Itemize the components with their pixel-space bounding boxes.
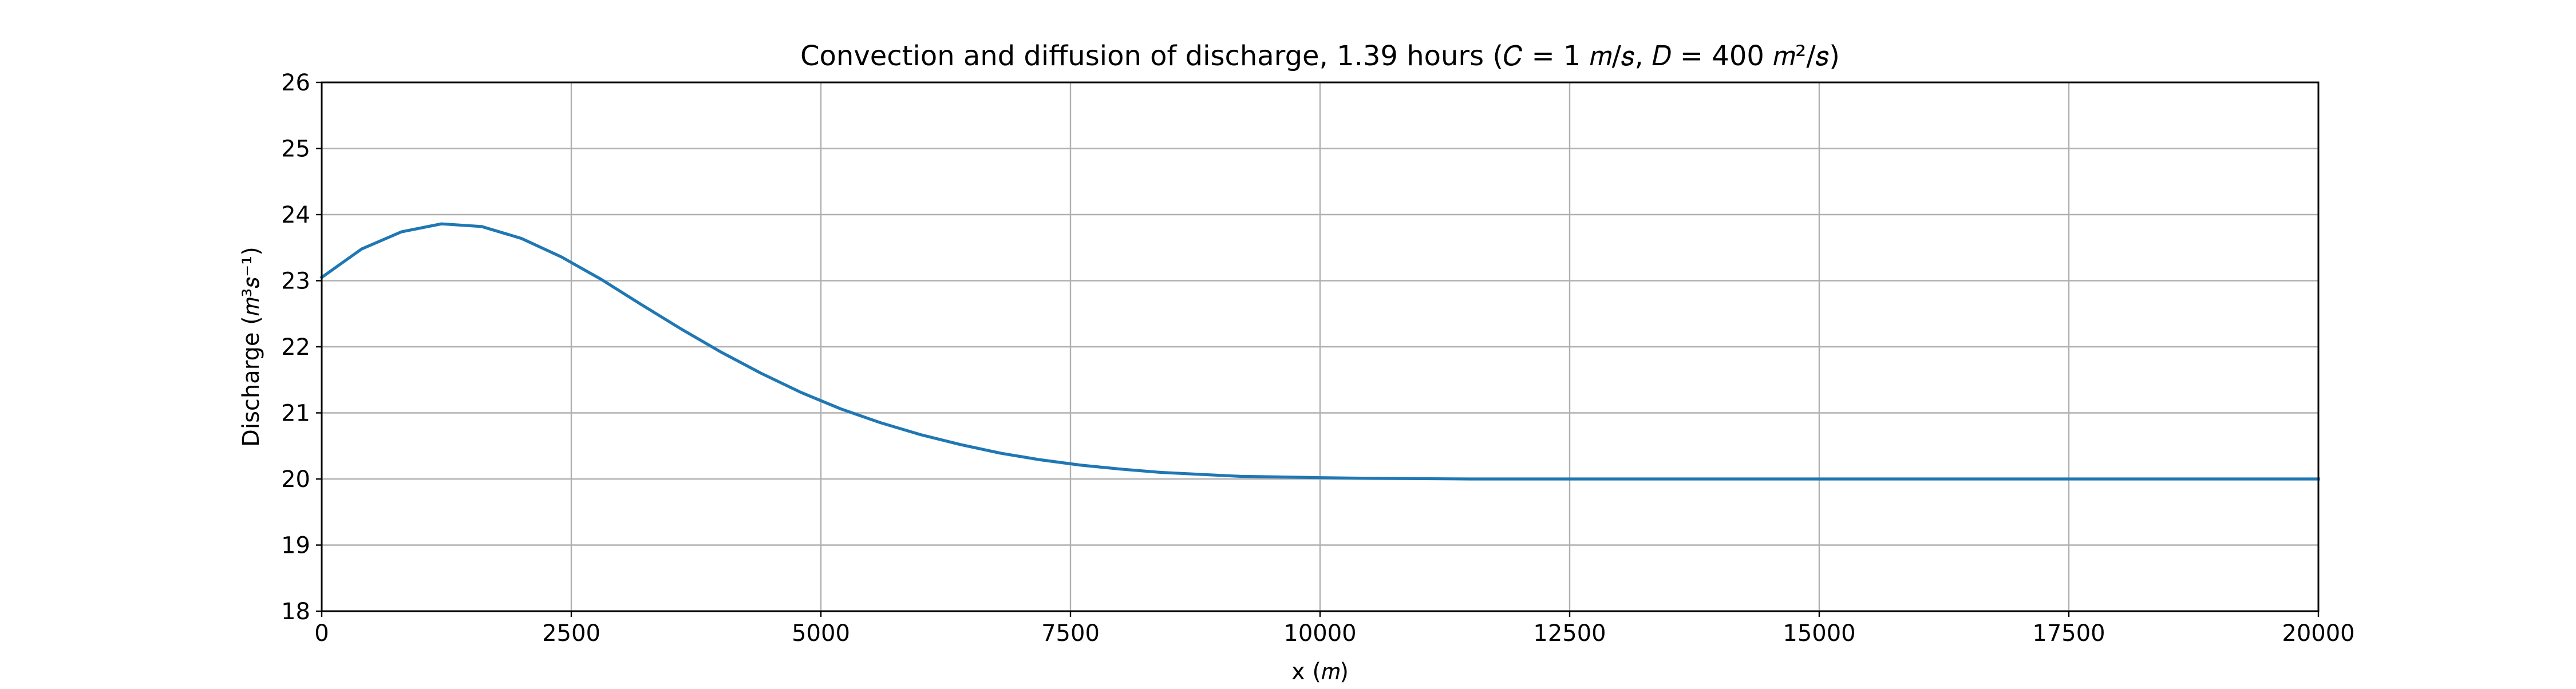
x-tick-label: 7500 [1041,620,1100,647]
x-axis-label: x (𝑚) [1291,659,1349,685]
y-tick-label: 20 [281,466,310,493]
x-tick-label: 17500 [2032,620,2105,647]
tick-layer: 0 2500 5000 7500 10000 12500 15000 17500 20000 18… [281,70,2355,647]
x-tick-label: 10000 [1283,620,1356,647]
grid-lines [321,81,2320,612]
discharge-line [319,222,2320,481]
y-axis-label: Discharge (𝑚³𝑠⁻¹) [238,247,264,447]
y-tick-label: 25 [281,136,310,163]
y-tick-label: 24 [281,202,310,228]
x-tick-label: 12500 [1533,620,1606,647]
y-tick-label: 26 [281,70,310,96]
series-layer [319,222,2320,481]
x-tick-label: 0 [314,620,329,647]
chart-title: Convection and diffusion of discharge, 1… [800,40,1840,72]
y-tick-label: 21 [281,401,310,427]
y-tick-label: 19 [281,533,310,559]
x-tick-label: 20000 [2282,620,2354,647]
y-tick-label: 23 [281,268,310,295]
y-tick-label: 18 [281,599,310,625]
x-tick-label: 15000 [1783,620,1855,647]
x-tick-label: 5000 [792,620,850,647]
x-tick-label: 2500 [542,620,600,647]
y-tick-label: 22 [281,334,310,361]
